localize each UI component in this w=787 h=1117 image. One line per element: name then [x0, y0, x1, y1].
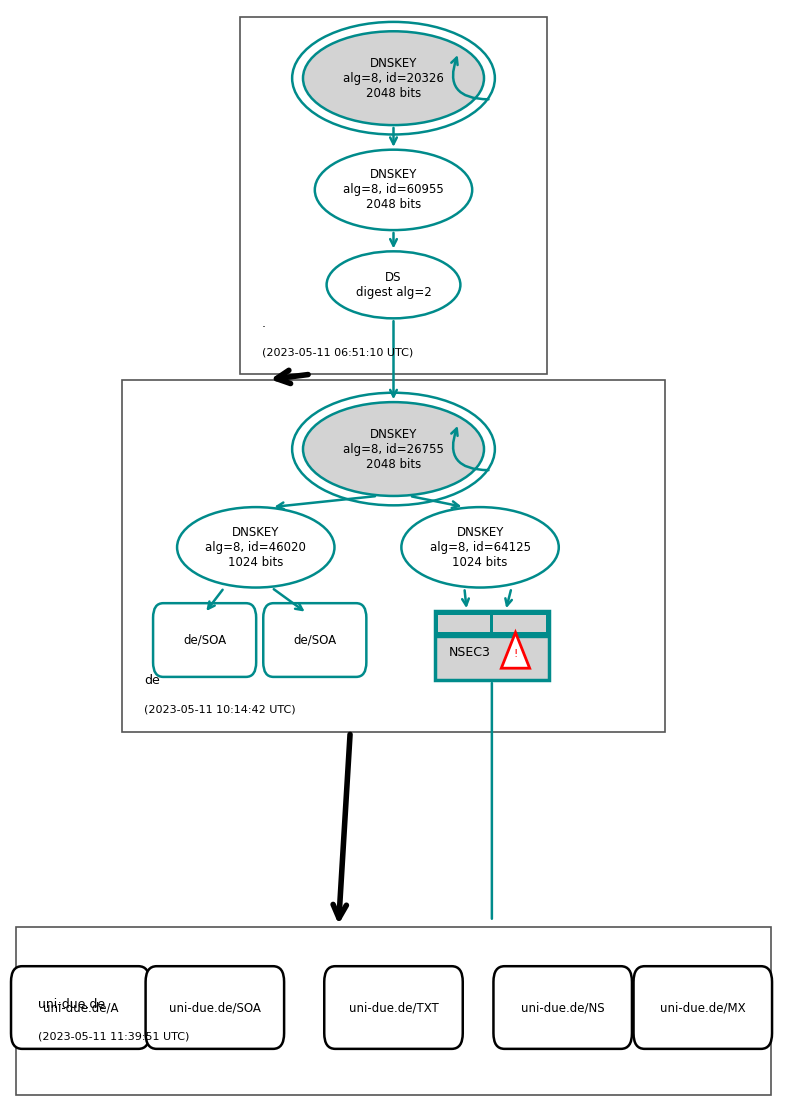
FancyBboxPatch shape — [146, 966, 284, 1049]
Bar — [240, 17, 547, 374]
Bar — [438, 615, 490, 632]
Ellipse shape — [401, 507, 559, 588]
Text: NSEC3: NSEC3 — [449, 646, 491, 659]
Bar — [434, 611, 549, 637]
Ellipse shape — [315, 150, 472, 230]
Ellipse shape — [303, 402, 484, 496]
Bar — [434, 611, 549, 680]
Polygon shape — [501, 632, 530, 668]
Text: .: . — [262, 316, 266, 330]
Text: DS
digest alg=2: DS digest alg=2 — [356, 270, 431, 299]
Bar — [122, 380, 665, 732]
Text: DNSKEY
alg=8, id=46020
1024 bits: DNSKEY alg=8, id=46020 1024 bits — [205, 526, 306, 569]
FancyBboxPatch shape — [324, 966, 463, 1049]
FancyBboxPatch shape — [263, 603, 367, 677]
Text: uni-due.de: uni-due.de — [38, 997, 105, 1011]
Bar — [16, 927, 771, 1095]
Text: (2023-05-11 11:39:51 UTC): (2023-05-11 11:39:51 UTC) — [38, 1031, 189, 1041]
Text: de/SOA: de/SOA — [294, 633, 336, 647]
Text: (2023-05-11 10:14:42 UTC): (2023-05-11 10:14:42 UTC) — [144, 705, 296, 715]
Text: DNSKEY
alg=8, id=64125
1024 bits: DNSKEY alg=8, id=64125 1024 bits — [430, 526, 530, 569]
Text: uni-due.de/MX: uni-due.de/MX — [660, 1001, 745, 1014]
Ellipse shape — [327, 251, 460, 318]
Text: DNSKEY
alg=8, id=60955
2048 bits: DNSKEY alg=8, id=60955 2048 bits — [343, 169, 444, 211]
Text: de/SOA: de/SOA — [183, 633, 226, 647]
FancyBboxPatch shape — [153, 603, 257, 677]
Ellipse shape — [303, 31, 484, 125]
Text: uni-due.de/A: uni-due.de/A — [42, 1001, 118, 1014]
Bar — [493, 615, 546, 632]
FancyBboxPatch shape — [634, 966, 772, 1049]
Text: uni-due.de/NS: uni-due.de/NS — [521, 1001, 604, 1014]
Text: DNSKEY
alg=8, id=20326
2048 bits: DNSKEY alg=8, id=20326 2048 bits — [343, 57, 444, 99]
FancyBboxPatch shape — [11, 966, 150, 1049]
Text: uni-due.de/TXT: uni-due.de/TXT — [349, 1001, 438, 1014]
Text: !: ! — [513, 649, 518, 659]
Text: de: de — [144, 674, 160, 687]
Text: (2023-05-11 06:51:10 UTC): (2023-05-11 06:51:10 UTC) — [262, 347, 413, 357]
Ellipse shape — [177, 507, 334, 588]
FancyBboxPatch shape — [493, 966, 632, 1049]
Text: DNSKEY
alg=8, id=26755
2048 bits: DNSKEY alg=8, id=26755 2048 bits — [343, 428, 444, 470]
Text: uni-due.de/SOA: uni-due.de/SOA — [169, 1001, 260, 1014]
